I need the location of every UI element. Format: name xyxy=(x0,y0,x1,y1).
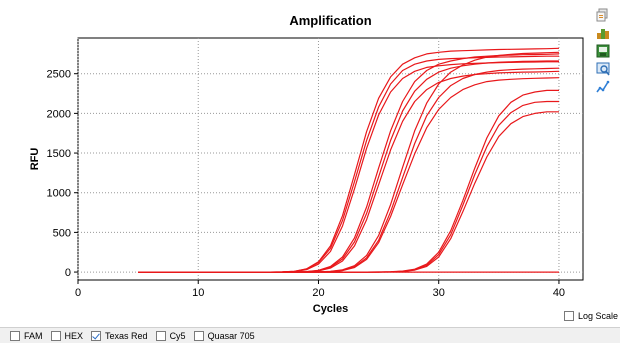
y-tick-label: 1000 xyxy=(47,188,71,200)
chart-title: Amplification xyxy=(289,13,371,28)
dye-item-texas-red[interactable]: Texas Red xyxy=(91,330,148,341)
dye-checkbox[interactable] xyxy=(50,330,61,341)
log-scale-checkbox[interactable] xyxy=(564,311,574,321)
dye-checkbox[interactable] xyxy=(91,330,102,341)
dye-item-quasar-705[interactable]: Quasar 705 xyxy=(193,330,255,341)
y-tick-label: 0 xyxy=(65,267,71,279)
dye-label: Quasar 705 xyxy=(207,330,255,341)
dye-label: Texas Red xyxy=(105,330,148,341)
dye-checkbox[interactable] xyxy=(155,330,166,341)
dye-item-cy5[interactable]: Cy5 xyxy=(155,330,186,341)
dye-item-hex[interactable]: HEX xyxy=(50,330,84,341)
chart-svg: 0 10 20 30 40 0 500 1000 1500 2000 2500 Amplificati… xyxy=(29,13,584,315)
dye-checkbox[interactable] xyxy=(10,330,20,341)
y-tick-label: 500 xyxy=(53,227,71,239)
dye-selector-bar: FAM HEX Texas Red Cy5 Quasar 705 xyxy=(0,327,620,343)
x-tick-label: 20 xyxy=(312,287,324,299)
save-image-icon[interactable] xyxy=(596,44,612,58)
x-axis-label: Cycles xyxy=(313,303,348,315)
copy-icon[interactable] xyxy=(596,8,612,22)
dye-label: FAM xyxy=(24,330,43,341)
plot-area xyxy=(77,37,584,281)
dye-label: HEX xyxy=(64,330,84,341)
log-scale-label: Log Scale xyxy=(578,311,619,321)
dye-item-fam[interactable]: FAM xyxy=(10,330,43,341)
dye-checkbox[interactable] xyxy=(193,330,204,341)
x-tick-label: 0 xyxy=(75,287,81,299)
series-group xyxy=(138,47,560,273)
x-tick-label: 10 xyxy=(192,287,204,299)
log-scale-toggle[interactable]: Log Scale xyxy=(564,311,618,321)
print-preview-icon[interactable] xyxy=(596,62,612,76)
y-axis-label: RFU xyxy=(29,148,41,171)
y-tick-label: 2000 xyxy=(47,108,71,120)
chart-options-icon[interactable] xyxy=(596,80,612,94)
x-tick-label: 40 xyxy=(553,287,565,299)
dye-label: Cy5 xyxy=(169,330,186,341)
y-tick-label: 2500 xyxy=(47,69,71,81)
export-icon[interactable] xyxy=(596,26,612,40)
x-tick-label: 30 xyxy=(433,287,445,299)
chart-toolbar xyxy=(596,8,612,94)
y-tick-label: 1500 xyxy=(47,148,71,160)
